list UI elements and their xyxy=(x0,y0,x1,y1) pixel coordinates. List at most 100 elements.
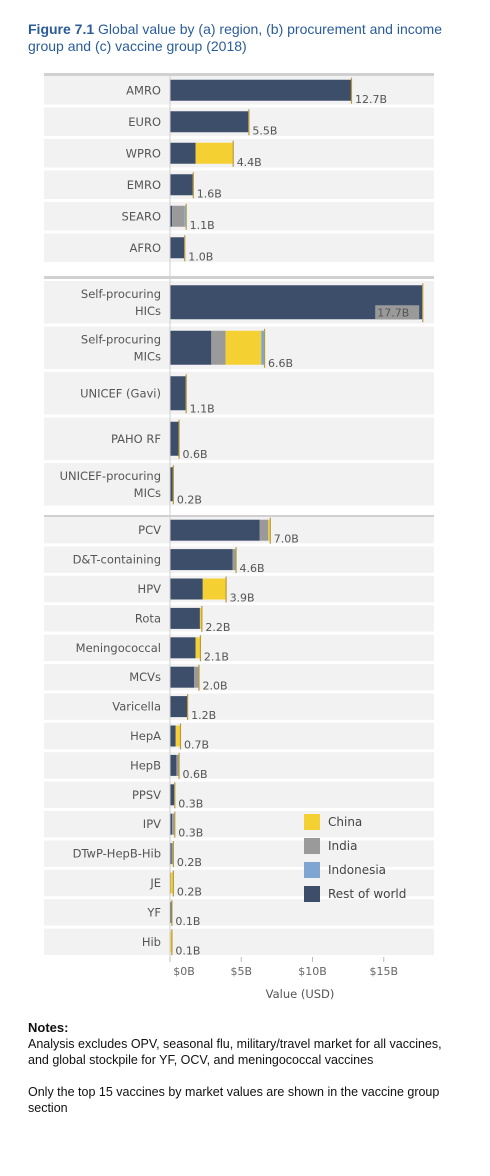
category-label: WPRO xyxy=(126,146,161,160)
figure-number: Figure 7.1 xyxy=(28,21,95,37)
row-band xyxy=(44,693,434,720)
value-label: 1.1B xyxy=(190,219,215,232)
bar-china-meningococcal xyxy=(195,637,200,659)
category-label: PPSV xyxy=(132,788,161,802)
value-label: 0.6B xyxy=(183,448,208,461)
value-label: 1.6B xyxy=(197,187,222,200)
bar-china-je xyxy=(170,872,173,894)
row-band xyxy=(44,781,434,808)
category-label: D&T-containing xyxy=(73,553,161,567)
x-axis-title: Value (USD) xyxy=(266,987,335,1001)
bar-rest-of-world-dtwp-hepb-hib xyxy=(170,843,172,865)
value-label: 6.6B xyxy=(268,357,293,370)
row-band xyxy=(44,372,434,415)
legend-label-indonesia: Indonesia xyxy=(328,863,386,877)
category-label: Meningococcal xyxy=(76,641,161,655)
bar-indonesia-searo xyxy=(184,205,186,227)
legend-label-rest-of-world: Rest of world xyxy=(328,887,406,901)
bar-rest-of-world-meningococcal xyxy=(170,637,196,659)
bar-rest-of-world-mcvs xyxy=(170,666,195,688)
figure-title: Figure 7.1 Global value by (a) region, (… xyxy=(28,21,468,55)
bar-rest-of-world-wpro xyxy=(170,142,196,164)
category-label: UNICEF (Gavi) xyxy=(80,386,161,400)
bar-china-hepa xyxy=(175,725,180,747)
category-label: HepB xyxy=(130,758,161,772)
legend-swatch-rest-of-world xyxy=(304,886,320,902)
value-label: 0.1B xyxy=(175,915,200,928)
bar-rest-of-world-ipv xyxy=(170,813,173,835)
row-band xyxy=(44,928,434,955)
value-label: 0.3B xyxy=(178,797,203,810)
panel-separator xyxy=(44,73,434,76)
bar-rest-of-world-d-t-containing xyxy=(170,549,233,571)
legend-swatch-china xyxy=(304,814,320,830)
category-label: SEARO xyxy=(122,209,161,223)
bar-rest-of-world-euro xyxy=(170,111,249,133)
bar-rest-of-world-hepb xyxy=(170,754,177,776)
row-band xyxy=(44,575,434,603)
bar-china-self-procuring-mics xyxy=(225,330,262,365)
category-label: EURO xyxy=(128,115,161,129)
value-label: 1.0B xyxy=(188,250,213,263)
x-tick-label: $0B xyxy=(173,965,195,978)
value-label: 7.0B xyxy=(274,533,299,546)
bar-rest-of-world-searo xyxy=(170,205,173,227)
row-band xyxy=(44,417,434,460)
value-label: 4.4B xyxy=(237,156,262,169)
bar-rest-of-world-rota xyxy=(170,607,200,629)
bar-india-searo xyxy=(172,205,185,227)
value-label: 0.2B xyxy=(177,886,202,899)
category-label: HepA xyxy=(130,729,161,743)
bar-rest-of-world-yf xyxy=(170,901,172,923)
value-label: 17.7B xyxy=(377,306,409,319)
x-tick-label: $10B xyxy=(298,965,327,978)
bar-rest-of-world-ppsv xyxy=(170,784,175,806)
bar-india-d-t-containing xyxy=(232,549,236,571)
bar-rest-of-world-pcv xyxy=(170,519,260,541)
value-label: 4.6B xyxy=(240,562,265,575)
row-band xyxy=(44,634,434,661)
category-label: MICs xyxy=(134,349,161,363)
bar-rest-of-world-hepa xyxy=(170,725,176,747)
category-label: IPV xyxy=(143,817,161,831)
legend-swatch-india xyxy=(304,838,320,854)
bar-rest-of-world-self-procuring-mics xyxy=(170,330,212,365)
bar-india-hepb xyxy=(176,754,179,776)
category-label: YF xyxy=(146,905,161,919)
row-band xyxy=(44,605,434,632)
notes-heading: Notes: xyxy=(28,1020,69,1035)
panel-separator xyxy=(44,276,434,279)
row-band xyxy=(44,463,434,506)
category-label: HPV xyxy=(138,582,162,596)
bar-india-dtwp-hepb-hib xyxy=(171,843,173,865)
value-label: 0.3B xyxy=(178,827,203,840)
row-band xyxy=(44,546,434,573)
category-label: Self-procuring xyxy=(81,332,161,346)
value-label: 2.0B xyxy=(203,680,228,693)
value-label: 2.2B xyxy=(205,621,230,634)
row-band xyxy=(44,840,434,867)
bar-rest-of-world-afro xyxy=(170,237,185,259)
bar-china-wpro xyxy=(195,142,233,164)
bar-india-mcvs xyxy=(194,666,199,688)
row-band xyxy=(44,811,434,838)
value-label: 0.2B xyxy=(177,856,202,869)
bar-china-hib xyxy=(170,931,172,953)
legend-label-china: China xyxy=(328,815,362,829)
category-label: Self-procuring xyxy=(81,287,161,301)
value-label: 0.2B xyxy=(177,493,202,506)
value-label-bg xyxy=(375,305,420,320)
notes-line-1: Analysis excludes OPV, seasonal flu, mil… xyxy=(28,1037,442,1067)
category-label: MICs xyxy=(134,486,161,500)
notes-line-2: Only the top 15 vaccines by market value… xyxy=(28,1085,440,1115)
value-label: 0.6B xyxy=(183,768,208,781)
bar-rest-of-world-unicef-gavi xyxy=(170,376,186,411)
figure-title-text: Global value by (a) region, (b) procurem… xyxy=(28,21,442,54)
value-label: 3.9B xyxy=(230,592,255,605)
category-label: Varicella xyxy=(112,700,161,714)
bar-india-ipv xyxy=(172,813,175,835)
bar-rest-of-world-varicella xyxy=(170,696,188,718)
bar-china-hpv xyxy=(202,578,226,600)
value-label: 0.7B xyxy=(184,739,209,752)
category-label: UNICEF-procuring xyxy=(60,469,161,483)
